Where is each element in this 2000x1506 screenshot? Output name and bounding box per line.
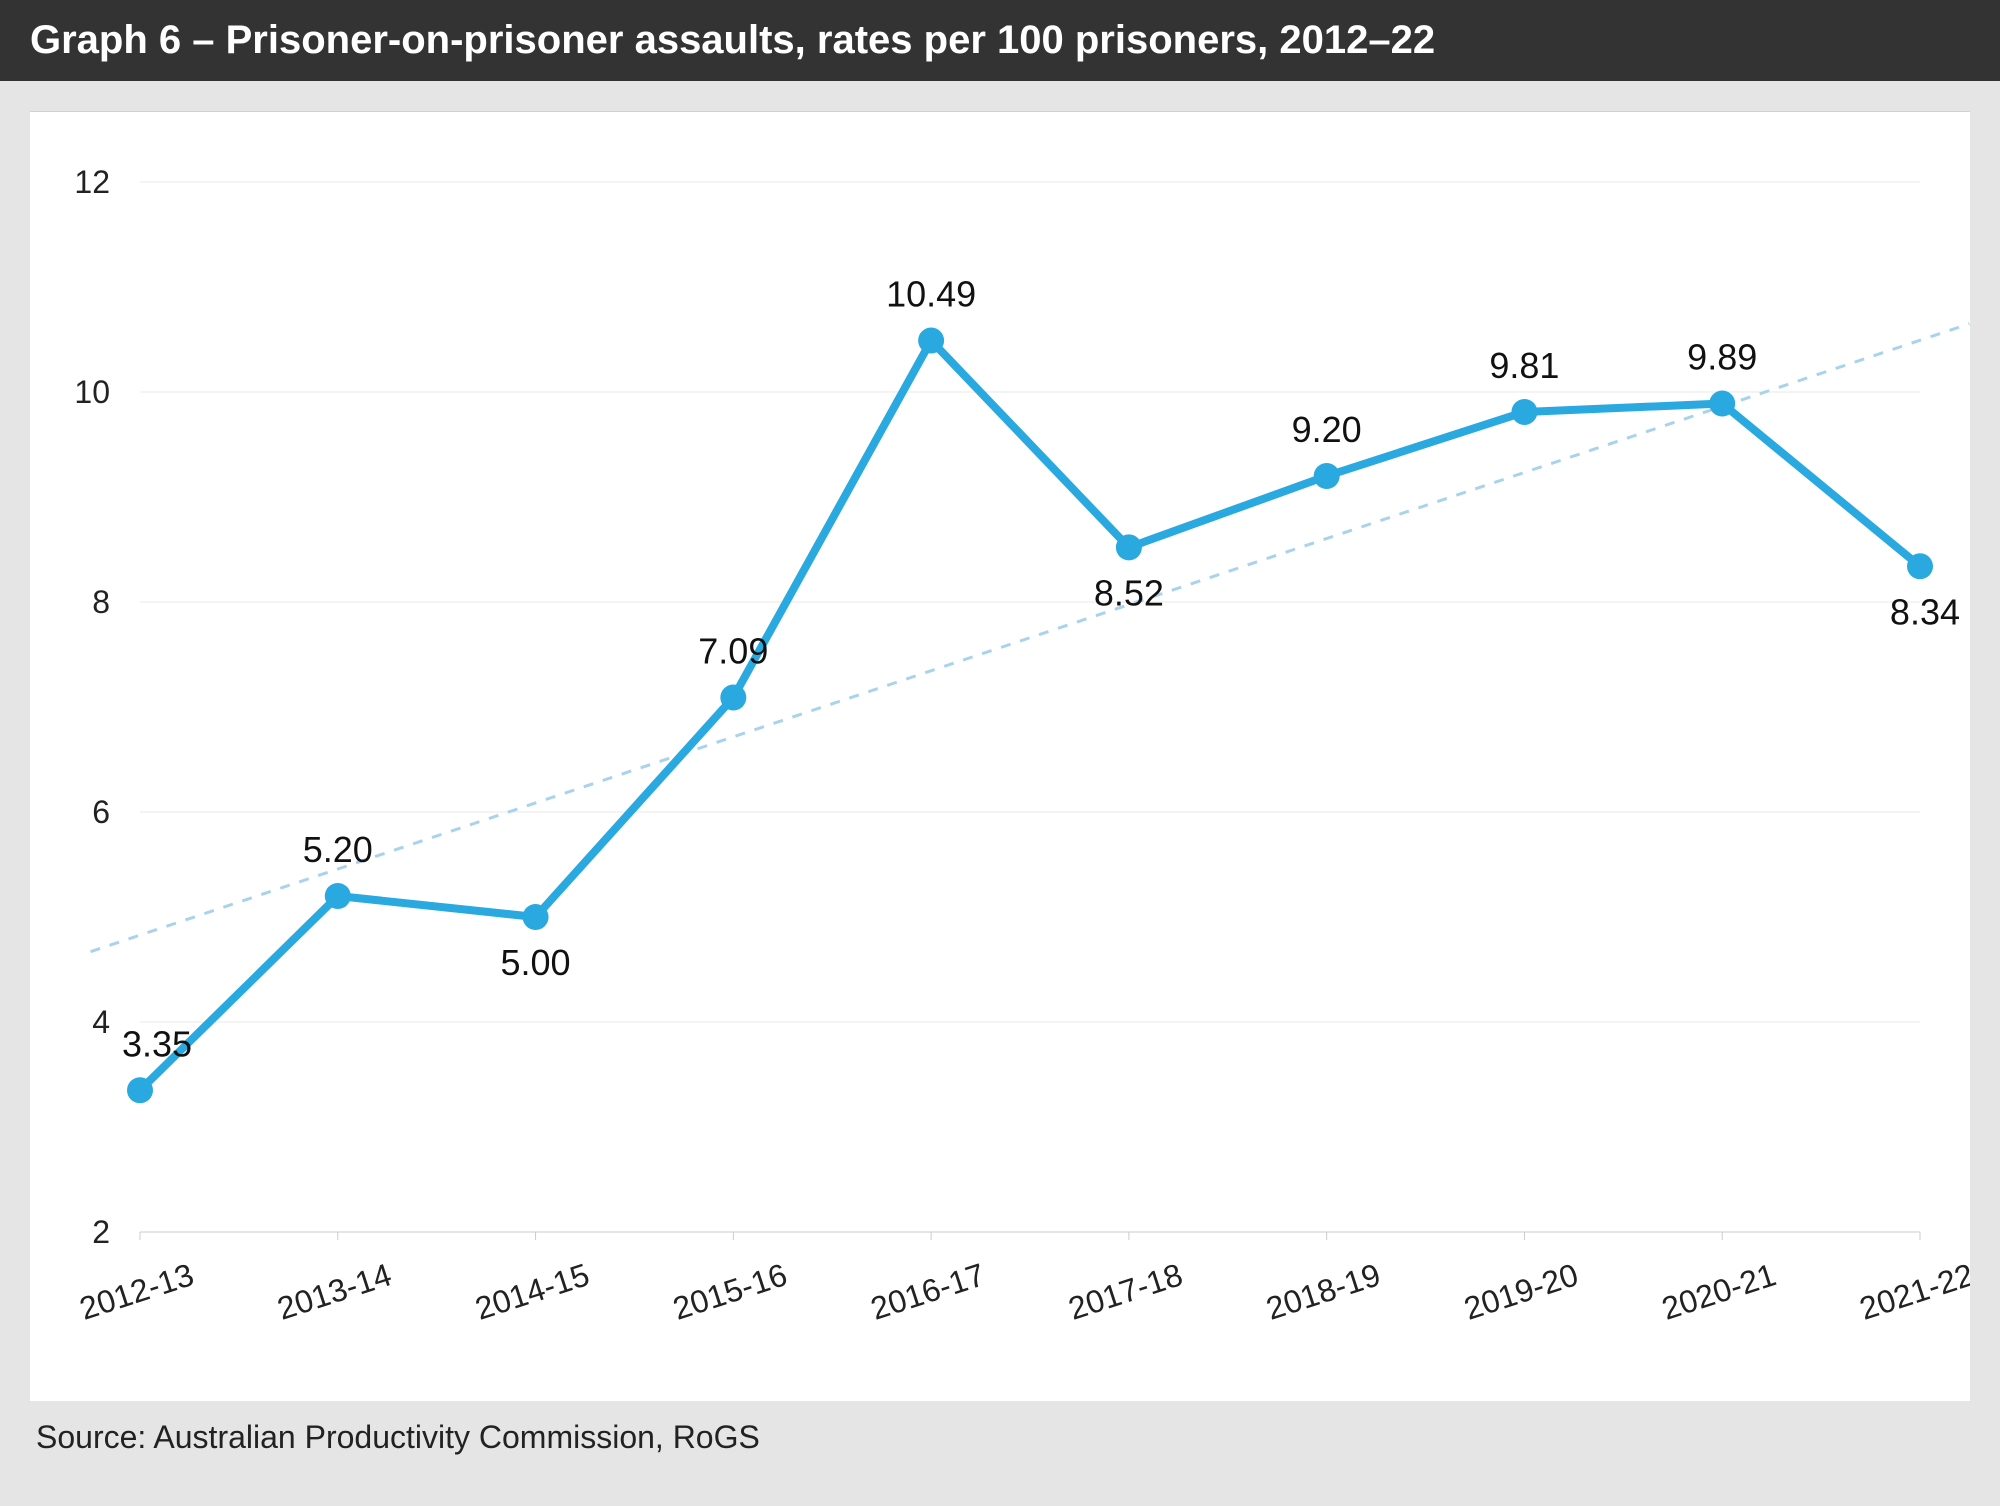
- data-point: [720, 685, 746, 711]
- x-tick-label: 2020-21: [1657, 1256, 1780, 1327]
- value-label: 9.81: [1489, 345, 1559, 386]
- chart-header: Graph 6 – Prisoner-on-prisoner assaults,…: [0, 0, 2000, 81]
- y-tick-label: 12: [74, 164, 110, 200]
- value-label: 5.20: [303, 829, 373, 870]
- value-label: 9.89: [1687, 337, 1757, 378]
- x-tick-label: 2014-15: [471, 1256, 594, 1327]
- chart-outer-wrap: 2 4 6 8 10 12 3.35 5.20 5.00 7.09 10.49 8.52 9.20 9.8…: [0, 81, 2000, 1466]
- value-label: 5.00: [501, 942, 571, 983]
- x-tick-label: 2013-14: [273, 1256, 396, 1327]
- line-chart-svg: 2 4 6 8 10 12 3.35 5.20 5.00 7.09 10.49 8.52 9.20 9.8…: [30, 112, 1970, 1402]
- data-point: [1709, 391, 1735, 417]
- x-tick-label: 2021-22: [1855, 1256, 1970, 1327]
- x-tick-label: 2019-20: [1460, 1256, 1583, 1327]
- data-point: [325, 883, 351, 909]
- data-point: [127, 1077, 153, 1103]
- y-tick-label: 4: [92, 1004, 110, 1040]
- x-tick-label: 2012-13: [75, 1256, 198, 1327]
- x-tick-label: 2017-18: [1064, 1256, 1187, 1327]
- y-tick-label: 8: [92, 584, 110, 620]
- y-tick-label: 6: [92, 794, 110, 830]
- value-label: 9.20: [1292, 409, 1362, 450]
- y-tick-label: 2: [92, 1214, 110, 1250]
- value-label: 8.52: [1094, 572, 1164, 613]
- x-tick-label: 2016-17: [866, 1256, 989, 1327]
- chart-title: Graph 6 – Prisoner-on-prisoner assaults,…: [30, 18, 1435, 62]
- value-label: 3.35: [122, 1023, 192, 1064]
- data-point: [1511, 399, 1537, 425]
- value-label: 8.34: [1890, 591, 1960, 632]
- data-point: [1116, 534, 1142, 560]
- value-label: 7.09: [698, 631, 768, 672]
- data-point: [1907, 553, 1933, 579]
- data-point: [918, 328, 944, 354]
- data-line: [140, 341, 1920, 1091]
- data-point: [523, 904, 549, 930]
- data-point: [1314, 463, 1340, 489]
- x-tick-label: 2018-19: [1262, 1256, 1385, 1327]
- source-text: Source: Australian Productivity Commissi…: [30, 1401, 1970, 1456]
- chart-card: 2 4 6 8 10 12 3.35 5.20 5.00 7.09 10.49 8.52 9.20 9.8…: [30, 111, 1970, 1401]
- x-tick-label: 2015-16: [669, 1256, 792, 1327]
- y-tick-label: 10: [74, 374, 110, 410]
- value-label: 10.49: [886, 274, 976, 315]
